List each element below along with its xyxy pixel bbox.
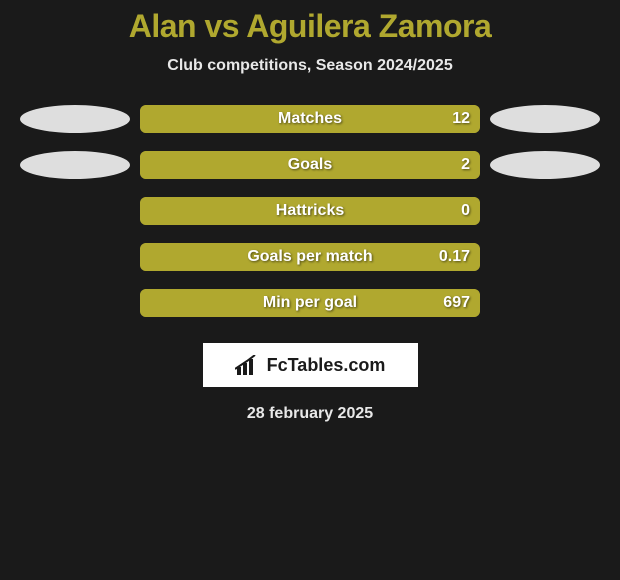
stats-rows: Matches 12 Goals 2 Hattricks 0 [0,105,620,317]
main-container: Alan vs Aguilera Zamora Club competition… [0,0,620,423]
left-ellipse [20,151,130,179]
stat-label: Hattricks [276,202,344,220]
right-ellipse [490,289,600,317]
stat-bar: Hattricks 0 [140,197,480,225]
stat-label: Matches [278,110,342,128]
stat-value: 697 [443,294,470,312]
stat-row: Goals 2 [0,151,620,179]
stat-bar: Goals per match 0.17 [140,243,480,271]
stat-bar: Matches 12 [140,105,480,133]
page-title: Alan vs Aguilera Zamora [0,8,620,45]
stat-row: Min per goal 697 [0,289,620,317]
chart-icon [235,355,261,375]
stat-label: Min per goal [263,294,357,312]
stat-row: Goals per match 0.17 [0,243,620,271]
right-ellipse [490,243,600,271]
stat-value: 2 [461,156,470,174]
stat-bar: Goals 2 [140,151,480,179]
stat-value: 0 [461,202,470,220]
stat-row: Matches 12 [0,105,620,133]
stat-label: Goals [288,156,332,174]
stat-bar: Min per goal 697 [140,289,480,317]
left-ellipse [20,289,130,317]
left-ellipse [20,243,130,271]
left-ellipse [20,197,130,225]
subtitle: Club competitions, Season 2024/2025 [0,57,620,75]
logo-box: FcTables.com [203,343,418,387]
stat-value: 12 [452,110,470,128]
right-ellipse [490,151,600,179]
stat-label: Goals per match [247,248,372,266]
left-ellipse [20,105,130,133]
right-ellipse [490,105,600,133]
stat-row: Hattricks 0 [0,197,620,225]
right-ellipse [490,197,600,225]
date-text: 28 february 2025 [0,405,620,423]
stat-value: 0.17 [439,248,470,266]
logo-text: FcTables.com [267,355,386,376]
